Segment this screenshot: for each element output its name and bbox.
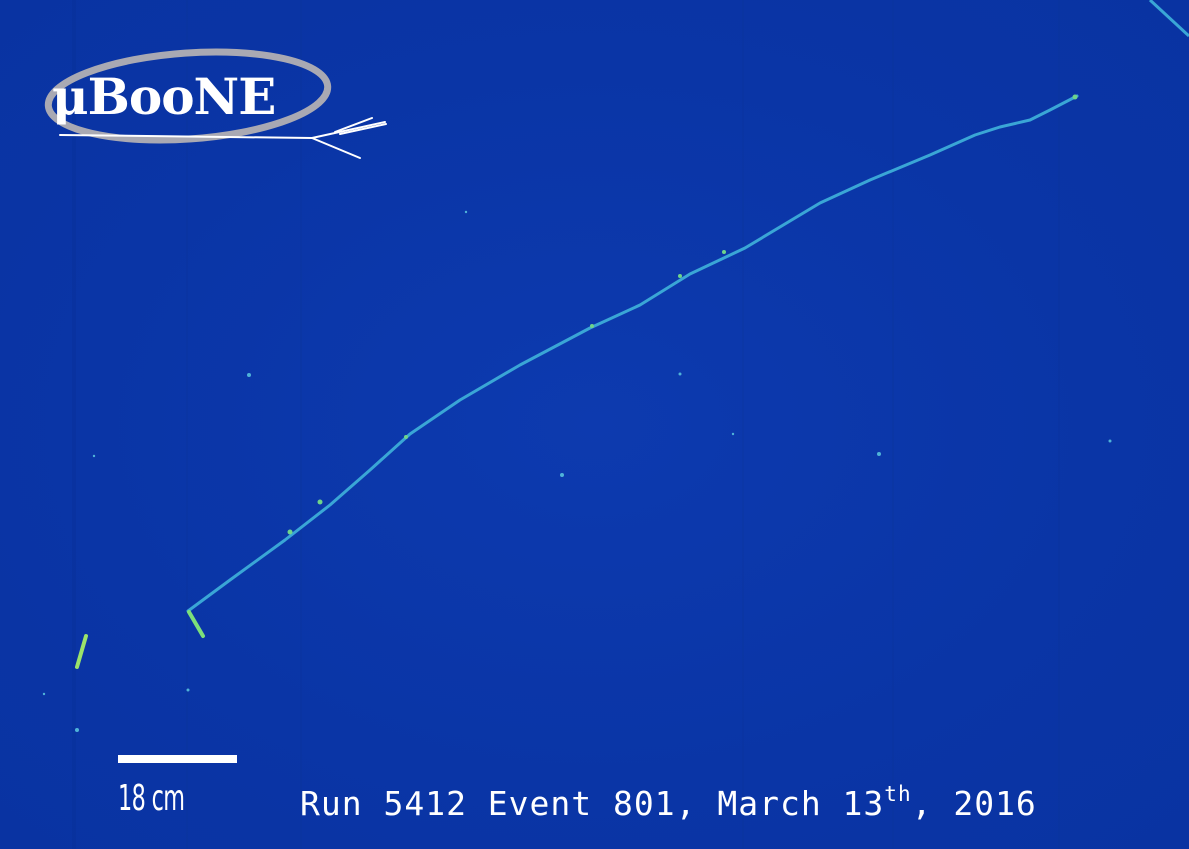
scale-bar	[118, 755, 237, 763]
event-caption: Run 5412 Event 801, March 13th, 2016	[300, 782, 1037, 824]
scale-bar-label: 18 cm	[118, 778, 185, 819]
isolated-hits	[42, 210, 1112, 732]
caption-prefix: Run 5412 Event 801, March 13	[300, 784, 885, 823]
track-hot-spots	[287, 94, 1078, 535]
microboone-logo: μBooNE	[52, 67, 276, 126]
caption-suffix: , 2016	[911, 784, 1037, 823]
isolated-short-track	[75, 634, 88, 669]
vertex-stub-track	[187, 610, 205, 638]
logo-graphic	[44, 48, 387, 159]
caption-superscript: th	[884, 782, 912, 806]
muon-track	[186, 94, 1079, 613]
wire-noise-streaks	[72, 0, 1060, 849]
corner-track	[1148, 0, 1189, 38]
